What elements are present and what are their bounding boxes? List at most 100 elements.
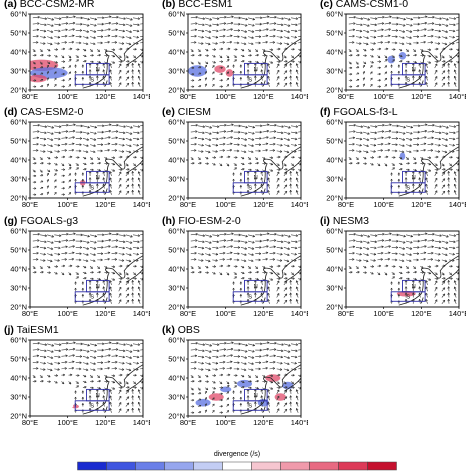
wind-vector xyxy=(298,252,301,254)
wind-vector-head xyxy=(121,151,125,153)
wind-vector-head xyxy=(287,138,290,141)
wind-vector-head xyxy=(454,75,457,78)
map-field xyxy=(188,15,301,89)
wind-vector-head xyxy=(407,49,409,52)
wind-vector xyxy=(109,171,112,177)
wind-vector-head xyxy=(62,72,65,75)
wind-vector-head xyxy=(417,131,420,134)
wind-vector-head xyxy=(447,292,449,295)
wind-vector-head xyxy=(101,23,104,26)
wind-vector-head xyxy=(130,241,133,244)
wind-vector-head xyxy=(448,69,451,72)
wind-vector-head xyxy=(229,41,233,44)
wind-vector-head xyxy=(109,69,112,72)
lat-tick-label: 50°N xyxy=(168,137,185,146)
wind-vector-head xyxy=(249,162,252,164)
wind-vector xyxy=(248,240,255,244)
wind-vector xyxy=(425,75,428,81)
wind-vector-head xyxy=(395,36,398,39)
wind-vector-head xyxy=(404,292,407,295)
wind-vector-head xyxy=(201,35,204,38)
wind-vector-head xyxy=(72,136,75,139)
wind-vector-head xyxy=(302,252,304,253)
wind-vector-head xyxy=(79,258,82,261)
wind-vector-head xyxy=(374,241,377,244)
lat-tick-label: 40°N xyxy=(168,48,185,57)
wind-vector-head xyxy=(235,48,238,50)
wind-vector-head xyxy=(144,150,146,151)
wind-vector xyxy=(125,281,130,286)
wind-vector-head xyxy=(434,177,438,180)
wind-vector-head xyxy=(260,16,263,19)
wind-vector-head xyxy=(195,239,198,241)
wind-vector xyxy=(104,149,110,152)
wind-vector-head xyxy=(414,161,417,164)
wind-vector-head xyxy=(384,71,387,73)
wind-vector xyxy=(434,76,438,81)
wind-vector-head xyxy=(429,271,432,274)
wind-vector-head xyxy=(374,235,378,237)
wind-vector-head xyxy=(228,264,231,267)
wind-vector xyxy=(363,247,370,250)
wind-vector-head xyxy=(350,66,353,69)
wind-vector xyxy=(355,259,362,262)
wind-vector-head xyxy=(445,138,448,141)
coastline-taiwan xyxy=(420,188,424,195)
wind-vector xyxy=(240,36,247,39)
wind-vector-head xyxy=(126,293,129,295)
wind-vector xyxy=(103,286,105,292)
wind-vector xyxy=(363,17,370,21)
wind-vector xyxy=(363,138,370,141)
wind-vector-head xyxy=(242,271,245,274)
wind-vector xyxy=(103,63,105,69)
wind-vector-head xyxy=(395,143,398,145)
wind-vector-head xyxy=(378,72,381,75)
wind-vector-head xyxy=(350,161,353,164)
wind-vector-head xyxy=(272,41,275,43)
wind-vector xyxy=(104,16,112,19)
wind-vector-head xyxy=(303,233,305,234)
lon-tick-label: 120°E xyxy=(411,200,432,209)
wind-vector-head xyxy=(123,18,126,20)
wind-vector-head xyxy=(36,29,40,32)
wind-vector-head xyxy=(288,18,291,21)
wind-vector xyxy=(205,17,212,21)
wind-vector-head xyxy=(357,53,360,56)
wind-vector-head xyxy=(378,155,382,158)
wind-vector-head xyxy=(273,143,276,146)
wind-vector-head xyxy=(359,151,362,153)
wind-vector xyxy=(219,246,226,248)
wind-vector xyxy=(54,247,61,249)
wind-vector xyxy=(118,253,125,255)
wind-vector-head xyxy=(64,150,67,152)
wind-vector xyxy=(262,258,268,261)
wind-vector-head xyxy=(86,248,89,250)
wind-vector-head xyxy=(51,247,54,250)
wind-vector-head xyxy=(101,247,104,249)
lon-tick-label: 100°E xyxy=(215,92,236,101)
wind-vector-head xyxy=(280,248,283,250)
wind-vector-head xyxy=(418,233,421,236)
wind-vector-head xyxy=(303,124,305,125)
wind-vector xyxy=(434,144,441,146)
wind-vector-head xyxy=(447,69,449,72)
wind-vector-head xyxy=(202,246,205,249)
wind-vector xyxy=(406,150,412,153)
wind-vector xyxy=(384,136,391,139)
wind-vector-head xyxy=(273,251,276,254)
wind-vector xyxy=(240,138,247,141)
wind-vector-head xyxy=(276,177,280,180)
wind-vector-head xyxy=(137,240,140,243)
wind-vector-head xyxy=(244,31,247,33)
wind-vector-head xyxy=(265,142,269,144)
wind-vector xyxy=(212,30,219,32)
wind-vector-head xyxy=(302,144,304,145)
wind-vector xyxy=(276,259,283,261)
wind-vector xyxy=(283,253,290,256)
wind-vector-head xyxy=(264,266,266,269)
wind-vector xyxy=(240,131,248,135)
wind-vector-head xyxy=(79,144,82,147)
wind-vector xyxy=(248,23,255,27)
wind-vector-head xyxy=(461,131,463,132)
wind-vector xyxy=(370,36,377,38)
